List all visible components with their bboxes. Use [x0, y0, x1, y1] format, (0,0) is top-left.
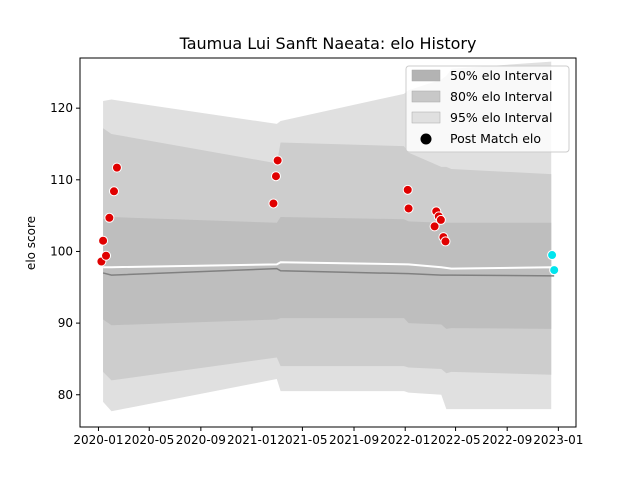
post-match-elo-point — [549, 265, 560, 276]
y-tick-label: 110 — [50, 173, 73, 187]
x-tick-label: 2022-09 — [482, 433, 532, 447]
y-axis-label: elo score — [24, 216, 38, 270]
post-match-elo-point — [104, 212, 115, 223]
post-match-elo-point — [402, 184, 413, 195]
x-tick-label: 2021-09 — [329, 433, 379, 447]
legend-swatch — [411, 69, 441, 82]
post-match-elo-point — [270, 171, 281, 182]
legend-box — [405, 65, 570, 153]
post-match-elo-point — [268, 198, 279, 209]
post-match-elo-point — [440, 236, 451, 247]
axes: 2020-01 2020-05 2020-09 2021-01 2021-05 2021-… — [50, 101, 583, 447]
x-tick-label: 2021-05 — [277, 433, 327, 447]
band-50 — [103, 217, 552, 329]
x-tick-label: 2021-01 — [227, 433, 277, 447]
post-match-elo-point — [435, 214, 446, 225]
y-tick-label: 90 — [58, 316, 73, 330]
x-tick-label: 2022-01 — [380, 433, 430, 447]
legend-label: 95% elo Interval — [450, 110, 552, 125]
post-match-elo-point — [403, 203, 414, 214]
x-tick-label: 2020-09 — [176, 433, 226, 447]
x-tick-label: 2020-05 — [124, 433, 174, 447]
y-tick-label: 100 — [50, 244, 73, 258]
x-tick-label: 2020-01 — [73, 433, 123, 447]
post-match-elo-point — [98, 235, 109, 246]
x-tick-label: 2022-05 — [430, 433, 480, 447]
median-line — [102, 267, 555, 277]
legend-label: 50% elo Interval — [450, 68, 552, 83]
post-match-elo-point — [272, 155, 283, 166]
legend-swatch — [411, 111, 441, 124]
legend-marker — [420, 133, 432, 145]
y-tick-label: 80 — [58, 388, 73, 402]
chart-title: Taumua Lui Sanft Naeata: elo History — [179, 34, 477, 53]
post-match-elo-point — [429, 221, 440, 232]
plot-frame — [79, 57, 577, 428]
legend-label: 80% elo Interval — [450, 89, 552, 104]
expected-line — [103, 261, 555, 270]
legend-label: Post Match elo — [450, 131, 541, 146]
post-match-elo-point — [101, 250, 112, 261]
y-tick-label: 120 — [50, 101, 73, 115]
x-tick-label: 2023-01 — [533, 433, 583, 447]
post-match-elo-point — [111, 162, 122, 173]
post-match-elo-point — [108, 186, 119, 197]
legend: 50% elo Interval 80% elo Interval 95% elo … — [405, 65, 570, 153]
legend-swatch — [411, 90, 441, 103]
post-match-elo-point — [547, 250, 558, 261]
